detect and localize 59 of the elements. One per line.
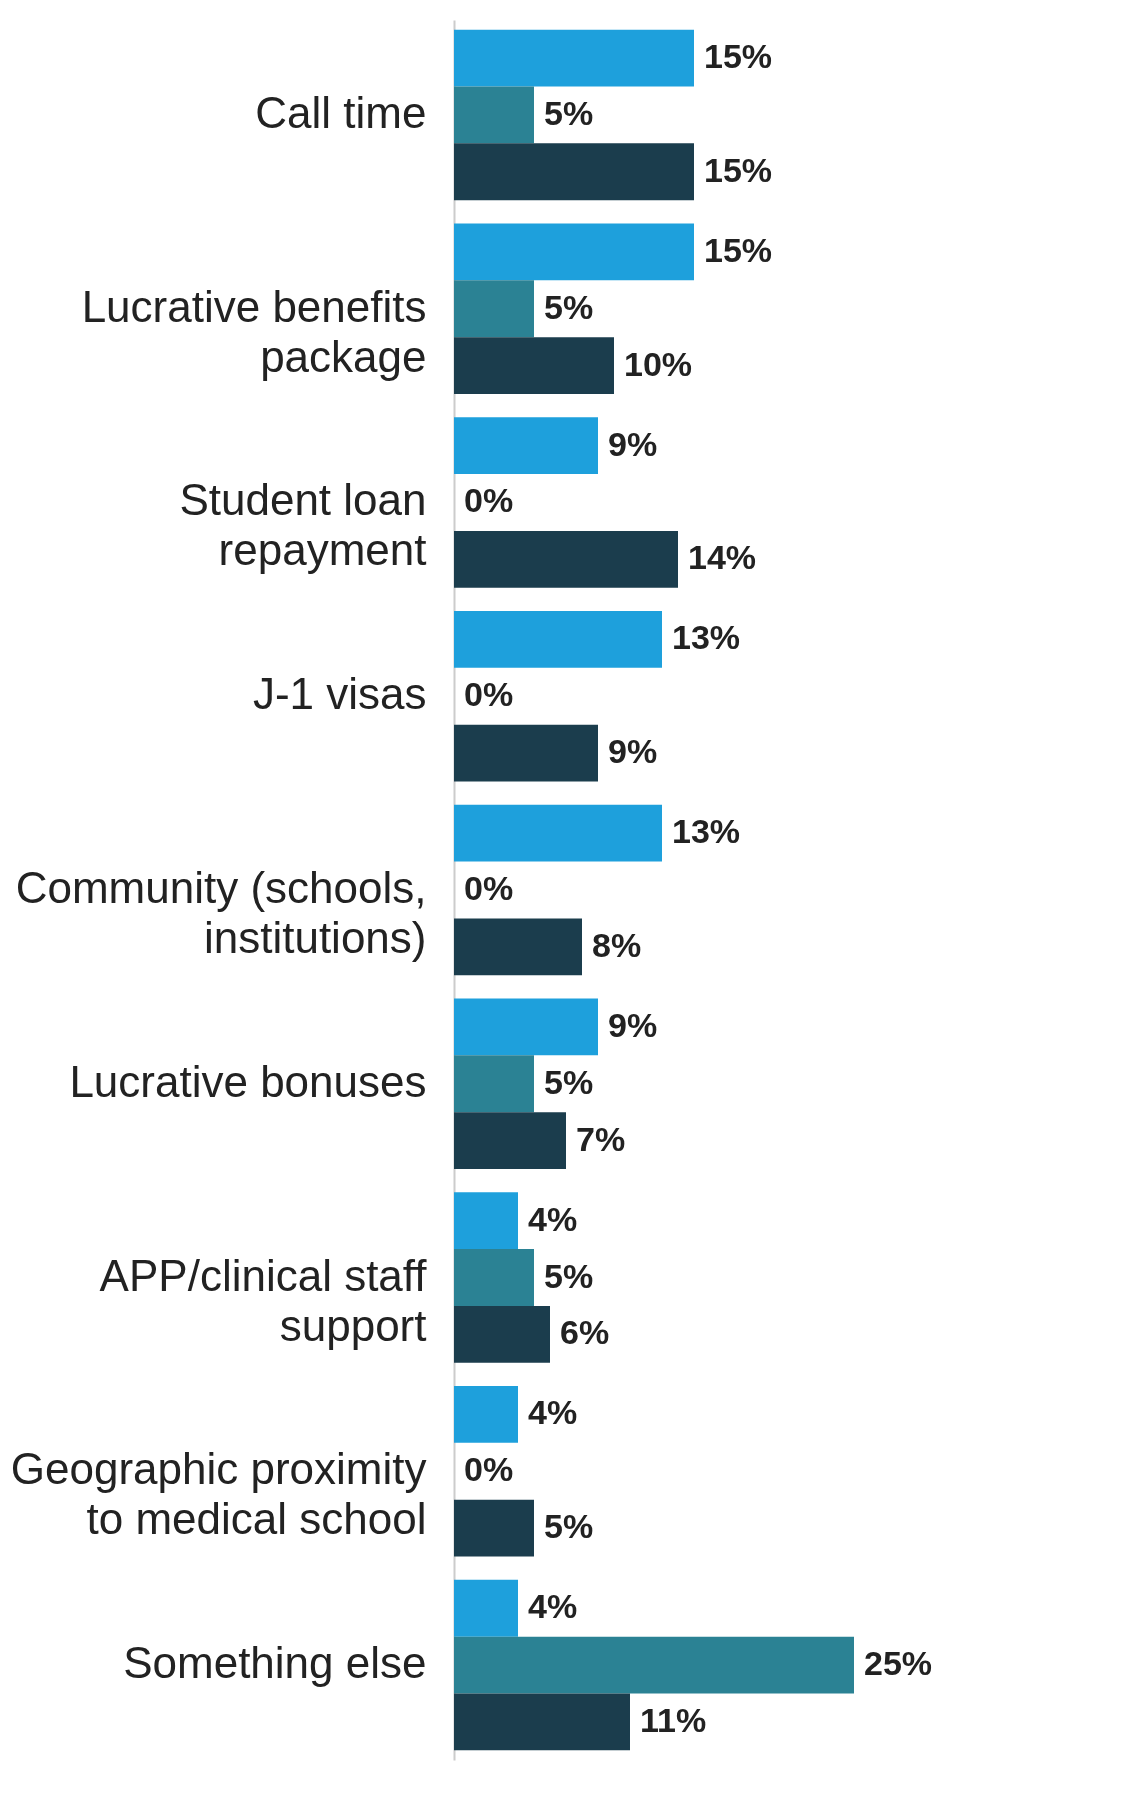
y-tick-label: Call time xyxy=(255,87,427,137)
data-label: 15% xyxy=(704,150,773,189)
data-label: 25% xyxy=(864,1644,933,1683)
bar xyxy=(454,804,662,862)
bar xyxy=(454,1112,566,1170)
y-tick-label: Something else xyxy=(123,1638,427,1688)
bar xyxy=(454,29,694,87)
y-tick-label: APP/clinical staff support xyxy=(99,1250,428,1350)
bar xyxy=(454,1579,518,1637)
data-label: 13% xyxy=(672,618,741,657)
bar xyxy=(454,530,678,588)
data-label: 0% xyxy=(464,1450,514,1489)
bar xyxy=(454,223,694,281)
bar xyxy=(454,998,598,1056)
bar xyxy=(454,1693,630,1751)
y-tick-label: Student loan repayment xyxy=(179,475,427,575)
data-label: 5% xyxy=(544,1256,594,1295)
data-label: 7% xyxy=(576,1119,626,1158)
data-label: 10% xyxy=(624,344,693,383)
data-label: 9% xyxy=(608,1005,658,1044)
bar xyxy=(454,86,534,144)
bar xyxy=(454,1636,854,1694)
y-tick-label: Lucrative bonuses xyxy=(69,1056,427,1106)
data-label: 15% xyxy=(704,230,773,269)
data-label: 8% xyxy=(592,925,642,964)
bar xyxy=(454,610,662,668)
data-label: 0% xyxy=(464,869,514,907)
data-label: 15% xyxy=(704,37,773,76)
data-label: 4% xyxy=(528,1199,578,1238)
bar xyxy=(454,1249,534,1306)
data-label: 5% xyxy=(544,93,594,132)
data-label: 11% xyxy=(640,1700,707,1739)
bar xyxy=(454,918,582,976)
bar xyxy=(454,1192,518,1250)
bar xyxy=(454,724,598,782)
data-label: 5% xyxy=(544,287,594,326)
bar xyxy=(454,417,598,475)
y-tick-label: Community (schools, institutions) xyxy=(15,863,427,962)
data-label: 9% xyxy=(608,732,658,771)
bar xyxy=(454,337,614,394)
data-label: 14% xyxy=(688,538,757,577)
data-label: 6% xyxy=(560,1313,610,1352)
bar xyxy=(454,280,534,338)
bar xyxy=(454,143,694,201)
y-tick-label: J-1 visas xyxy=(252,669,427,719)
y-tick-label: Lucrative benefits package xyxy=(81,281,427,381)
bar xyxy=(454,1499,534,1557)
data-label: 0% xyxy=(464,675,514,714)
data-label: 13% xyxy=(672,812,741,851)
bar xyxy=(454,1386,518,1443)
data-label: 5% xyxy=(544,1507,594,1546)
data-label: 9% xyxy=(608,424,658,463)
bar xyxy=(454,1305,550,1363)
bar xyxy=(454,1055,534,1113)
data-label: 4% xyxy=(528,1587,578,1626)
data-label: 4% xyxy=(528,1393,578,1432)
y-tick-label: Geographic proximity to medical school xyxy=(10,1444,427,1544)
data-label: 5% xyxy=(544,1062,594,1101)
data-label: 0% xyxy=(464,481,514,520)
